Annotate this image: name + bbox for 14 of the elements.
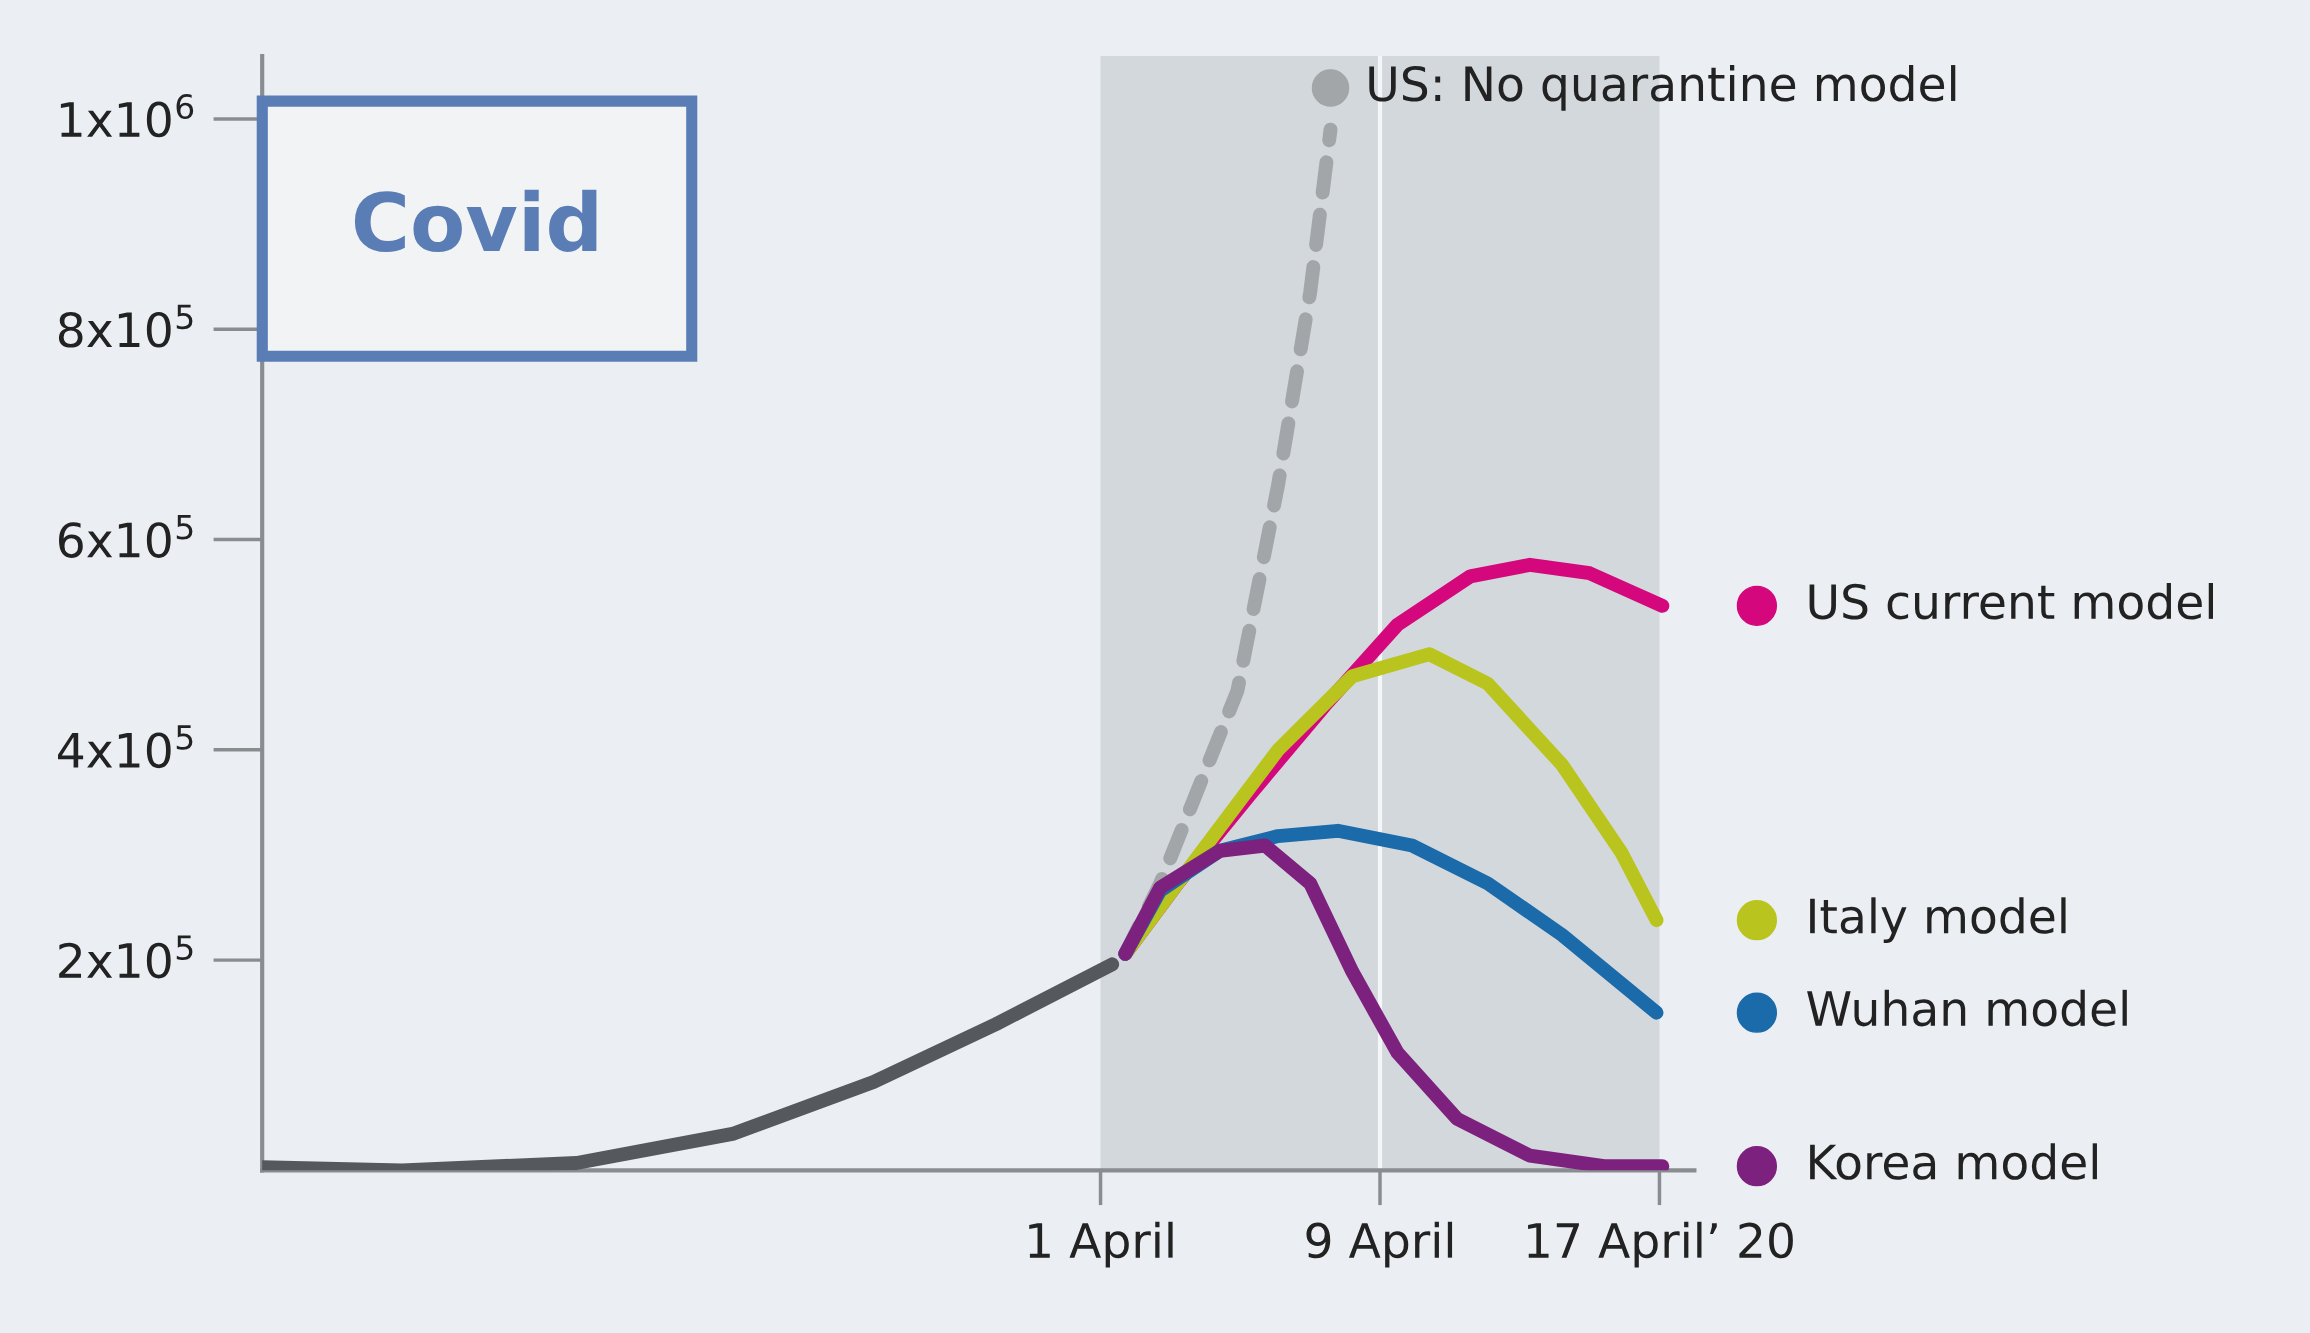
y-tick-label: 2x10$^{5}$ [59,935,193,979]
x-tick-label: 1 April [1029,1221,1173,1268]
legend-label: US current model [1809,582,2213,620]
legend-label: US: No quarantine model [1369,65,1956,111]
x-tick-label: 9 April [1306,1221,1453,1268]
legend-label: Korea model [1810,1143,2097,1180]
legend-label: Wuhan model [1807,989,2127,1027]
y-tick-label: 1x10$^{6}$ [60,94,194,138]
legend-label: Italy model [1810,897,2066,944]
y-tick-label: 8x10$^{5}$ [58,304,193,348]
text: Covid [354,189,597,253]
y-tick-label: 4x10$^{5}$ [58,725,193,769]
x-tick-label: 17 April’ 20 [1528,1221,1793,1268]
y-tick-label: 6x10$^{5}$ [59,515,193,558]
